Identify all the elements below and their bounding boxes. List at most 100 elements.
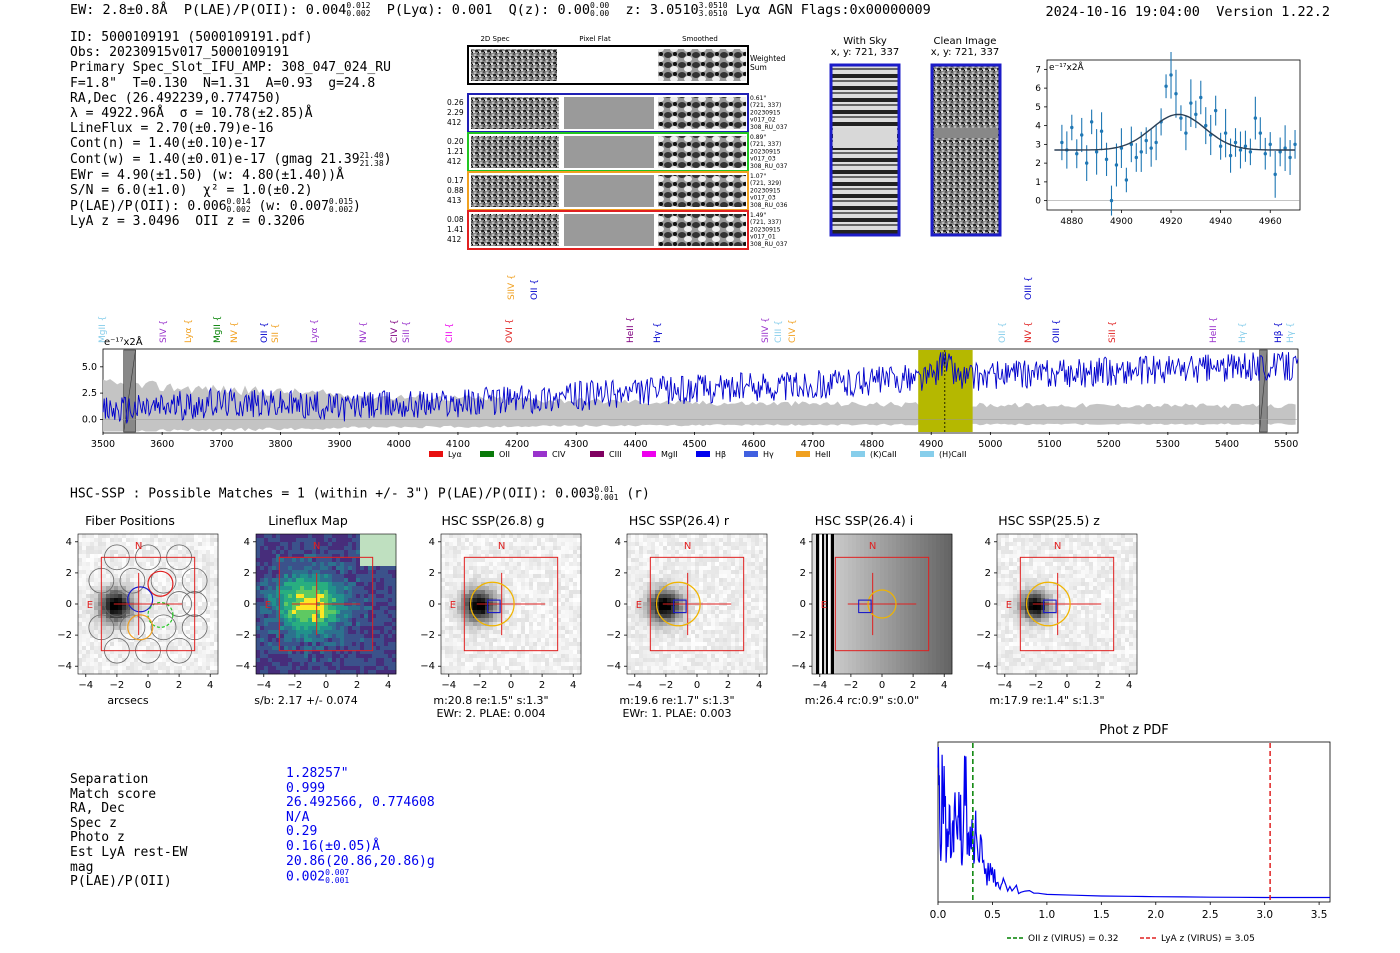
line-fit-y-tick: 7 [1035, 65, 1041, 75]
line-fit-point [1094, 150, 1099, 154]
source-ellipse [1025, 581, 1071, 627]
sky-panels: With Sky x, y: 721, 337 Clean Image x, y… [824, 36, 1014, 241]
spectrum-x-tick: 5200 [1097, 439, 1121, 450]
source-ellipse [469, 581, 515, 627]
cutout-caption: arcsecs [107, 694, 149, 707]
line-fit-point [1109, 198, 1114, 203]
spectrum-unit: e⁻¹⁷x2Å [104, 335, 143, 348]
line-fit-point [1084, 161, 1089, 165]
spec2d-row-left-label: 0.08 [447, 215, 464, 224]
emission-line-label: Hγ { [1238, 322, 1248, 343]
cutout-x-tick: 0 [879, 680, 885, 691]
match-label: P(LAE)/P(OII) [70, 874, 172, 890]
match-label: Photo z [70, 830, 125, 846]
source-ellipse [867, 589, 897, 619]
cutout-panel: HSC SSP(26.4) i N E −4 −4 −2 −2 0 0 2 2 4 4 m:26.4 rc… [772, 510, 972, 725]
legend-label: CIV [552, 450, 566, 459]
spectrum-x-tick: 3700 [209, 439, 233, 450]
masked-regions [123, 349, 1268, 433]
emission-line-label: NV { [359, 322, 369, 343]
cutout-y-tick: −2 [606, 630, 621, 641]
with-sky-image [829, 63, 901, 237]
spec2d-row-smoothed [658, 136, 746, 168]
line-fit-y-ticks: 0 1 2 3 4 5 6 7 [1035, 65, 1300, 207]
spectrum-x-tick: 3900 [328, 439, 352, 450]
line-fit-point [1204, 123, 1208, 128]
spectrum-y-tick: 0.0 [82, 414, 97, 425]
cutout-y-tick: −2 [791, 630, 806, 641]
cutout-x-tick: −2 [473, 680, 488, 691]
info-ewr: EWr = 4.90(±1.50) (w: 4.80(±1.40))Å [70, 167, 344, 183]
info-lya-z: LyA z = 3.0496 OII z = 0.3206 [70, 214, 305, 230]
match-labels: Separation Match score RA, Dec Spec z Photo … [70, 772, 188, 890]
cutout-y-tick: 2 [244, 568, 250, 579]
fiber-circle [127, 614, 154, 641]
line-fit-x-tick: 4940 [1209, 217, 1232, 227]
legend-swatch [429, 451, 443, 457]
cutout-y-tick: 2 [615, 568, 621, 579]
line-fit-y-tick: 5 [1035, 103, 1041, 113]
cutout-y-tick: −4 [606, 661, 621, 672]
match-marker [1043, 599, 1057, 614]
match-label: Est LyA rest-EW [70, 844, 188, 860]
cutout-x-tick: −2 [844, 680, 859, 691]
emission-line-label: NV { [230, 322, 240, 343]
spec2d-row-left-label: 0.88 [447, 186, 464, 195]
z-label: z: 3.0510 [625, 2, 699, 18]
cutout-x-tick: 0 [508, 680, 514, 691]
line-fit-chart: e⁻¹⁷x2Å 0 1 2 3 4 5 6 7 4880 4900 4920 4940 4960 [1035, 52, 1301, 227]
clean-center-band [934, 128, 998, 138]
cutout-title: HSC SSP(25.5) z [998, 513, 1100, 528]
with-sky-center-band [833, 128, 897, 148]
spec2d-svg: 2D Spec Pixel Flat Smoothed Weighted Sum… [447, 35, 788, 250]
clean-coords: x, y: 721, 337 [930, 47, 1000, 58]
info-obs: Obs: 20230915v017_5000109191 [70, 45, 290, 61]
spec2d-row-raw [471, 175, 559, 207]
aperture-box [463, 556, 559, 652]
cutout-title: HSC SSP(26.8) g [441, 513, 545, 528]
aperture-box [278, 556, 374, 652]
spec2d-row-right-label: v017_01 [750, 234, 776, 241]
line-fit-point [1189, 101, 1193, 105]
spectrum-x-tick: 5000 [978, 439, 1002, 450]
line-fit-point [1179, 116, 1183, 120]
info-id: ID: 5000109191 (5000109191.pdf) [70, 30, 313, 45]
spectrum-x-tick: 4400 [623, 439, 647, 450]
info-primary: Primary Spec_Slot_IFU_AMP: 308_047_024_R… [70, 60, 391, 76]
cutout-x-tick: −4 [256, 680, 271, 691]
line-fit-y-tick: 3 [1035, 140, 1041, 150]
fiber-circle [147, 601, 174, 628]
cutout-x-tick: −4 [997, 680, 1012, 691]
header-summary: EW: 2.8±0.8Å P(LAE)/P(OII): 0.0040.012 0.… [70, 1, 931, 19]
with-sky-title: With Sky [843, 36, 887, 47]
line-fit-point [1199, 95, 1203, 100]
spectrum-x-tick: 5500 [1274, 439, 1298, 450]
cutout-y-tick: 2 [800, 568, 806, 579]
spec2d-row-left-label: 2.29 [447, 108, 464, 117]
photz-x-ticks: 0.0 0.5 1.0 1.5 2.0 2.5 3.0 3.5 [930, 902, 1327, 921]
cutout-x-tick: 0 [323, 680, 329, 691]
emission-line-label: HeII { [1209, 317, 1219, 343]
cutout-y-tick: 4 [615, 537, 621, 548]
east-label: E [821, 600, 827, 611]
emission-line-label: CIV { [390, 319, 400, 343]
weighted-sum-smoothed [658, 49, 746, 81]
line-fit-point [1089, 120, 1094, 124]
photz-legend-lya: LyA z (VIRUS) = 3.05 [1161, 934, 1255, 944]
line-fit-point [1119, 146, 1124, 150]
z-range: 3.0510 3.0510 [698, 1, 728, 18]
cutout-title: Lineflux Map [268, 513, 348, 528]
cutout-y-tick: −2 [976, 630, 991, 641]
spectrum-x-tick: 5300 [1156, 439, 1180, 450]
spectrum-legend: Lyα OII CIV CIII MgII Hβ Hγ HeII (K)CaII (H)CaII [429, 450, 966, 459]
photz-x-tick: 0.5 [984, 909, 1001, 921]
line-fit-point [1223, 131, 1228, 135]
line-fit-point [1134, 155, 1138, 160]
cutout-x-tick: 0 [1064, 680, 1070, 691]
weighted-label-1: Weighted [750, 54, 786, 63]
cutout-panel: Fiber Positions N E −4 −4 −2 −2 0 0 2 2 4 4 arcsecs [38, 510, 238, 725]
cutout-x-tick: −4 [78, 680, 93, 691]
cutout-x-tick: 2 [1095, 680, 1101, 691]
cutout-title: HSC SSP(26.4) r [628, 513, 730, 528]
